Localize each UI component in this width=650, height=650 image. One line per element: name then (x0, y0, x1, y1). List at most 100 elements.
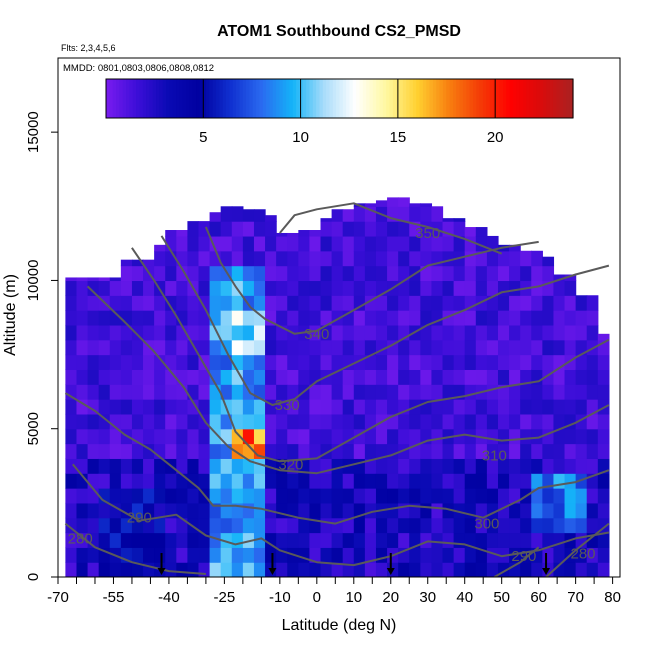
heatmap-cell (542, 458, 555, 474)
heatmap-cell (431, 310, 444, 326)
heatmap-cell (109, 428, 122, 445)
heatmap-cell (120, 532, 133, 548)
heatmap-cell (497, 428, 510, 445)
heatmap-cell (209, 532, 222, 548)
heatmap-cell (486, 473, 499, 489)
heatmap-cell (65, 399, 78, 415)
heatmap-cell (265, 547, 277, 563)
heatmap-cell (154, 399, 166, 415)
heatmap-cell (187, 235, 200, 252)
heatmap-cell (209, 295, 222, 311)
heatmap-cell (165, 473, 177, 489)
heatmap-cell (331, 250, 344, 267)
heatmap-cell (364, 399, 377, 415)
heatmap-cell (331, 502, 344, 519)
heatmap-cell (564, 354, 577, 370)
y-axis-label: Altitude (m) (2, 274, 19, 356)
heatmap-cell (287, 413, 299, 430)
heatmap-cell (253, 369, 266, 385)
heatmap-cell (65, 502, 78, 519)
colorbar-segment (469, 79, 474, 118)
heatmap-cell (597, 333, 610, 341)
heatmap-cell (331, 488, 344, 504)
heatmap-cell (409, 532, 421, 548)
heatmap-cell (65, 280, 78, 296)
heatmap-cell (475, 399, 488, 415)
heatmap-cell (475, 235, 488, 252)
heatmap-cell (265, 384, 277, 400)
colorbar-segment (559, 79, 564, 118)
heatmap-cell (453, 473, 466, 489)
heatmap-cell (220, 354, 233, 370)
heatmap-cell (220, 428, 233, 445)
colorbar-segment (202, 79, 207, 118)
heatmap-cell (364, 265, 377, 282)
heatmap-cell (120, 517, 133, 534)
heatmap-cell (287, 473, 299, 489)
heatmap-cell (220, 280, 233, 296)
heatmap-cell (253, 250, 266, 267)
contour-label: 320 (278, 456, 303, 473)
heatmap-cell (387, 399, 399, 415)
heatmap-cell (531, 250, 543, 267)
heatmap-cell (442, 221, 455, 237)
colorbar-segment (146, 79, 150, 118)
heatmap-cell (253, 443, 266, 459)
heatmap-cell (154, 369, 166, 385)
flights-note: Flts: 2,3,4,5,6 (61, 43, 116, 53)
heatmap-cell (387, 488, 399, 504)
heatmap-cell (131, 339, 144, 356)
heatmap-cell (531, 547, 543, 563)
heatmap-cell (442, 339, 455, 356)
heatmap-cell (398, 310, 410, 326)
heatmap-cell (131, 324, 144, 341)
colorbar-segment (472, 79, 477, 118)
heatmap-cell (342, 369, 355, 385)
heatmap-cell (98, 458, 111, 474)
heatmap-cell (187, 413, 200, 430)
heatmap-cell (209, 547, 222, 563)
heatmap-cell (420, 458, 433, 474)
heatmap-cell (564, 274, 577, 282)
heatmap-cell (331, 384, 344, 400)
heatmap-cell (176, 473, 189, 489)
heatmap-cell (509, 324, 521, 341)
heatmap-cell (320, 399, 333, 415)
heatmap-cell (553, 274, 566, 282)
heatmap-cell (509, 517, 521, 534)
colorbar-segment (199, 79, 204, 118)
heatmap-cell (542, 428, 555, 445)
y-axis: 0 5000 10000 15000 (25, 111, 58, 581)
heatmap-cell (209, 473, 222, 489)
heatmap-cell (486, 488, 499, 504)
heatmap-cell (287, 235, 299, 252)
heatmap-cell (564, 339, 577, 356)
heatmap-cell (87, 562, 100, 577)
heatmap-cell (409, 206, 421, 222)
heatmap-cell (531, 280, 543, 296)
heatmap-cell (553, 517, 566, 534)
heatmap-cell (87, 547, 100, 563)
plot-frame (57, 57, 621, 578)
heatmap-cell (131, 443, 144, 459)
heatmap-cell (198, 532, 211, 548)
heatmap-cell (265, 250, 277, 267)
heatmap-cell (409, 369, 421, 385)
heatmap-cell (87, 384, 100, 400)
heatmap-cell (431, 384, 444, 400)
heatmap-cell (98, 280, 111, 296)
heatmap-cell (242, 413, 255, 430)
x-tick-label: -40 (158, 589, 180, 606)
heatmap-cell (353, 443, 366, 459)
heatmap-cell (265, 473, 277, 489)
heatmap-cell (586, 384, 599, 400)
heatmap-cell (187, 384, 200, 400)
contour-line (160, 235, 610, 406)
heatmap-cell (597, 502, 610, 519)
heatmap-cell (176, 458, 189, 474)
heatmap-cell (509, 310, 521, 326)
heatmap-cell (398, 339, 410, 356)
heatmap-cell (464, 532, 477, 548)
heatmap-cell (198, 310, 211, 326)
heatmap-cell (364, 413, 377, 430)
